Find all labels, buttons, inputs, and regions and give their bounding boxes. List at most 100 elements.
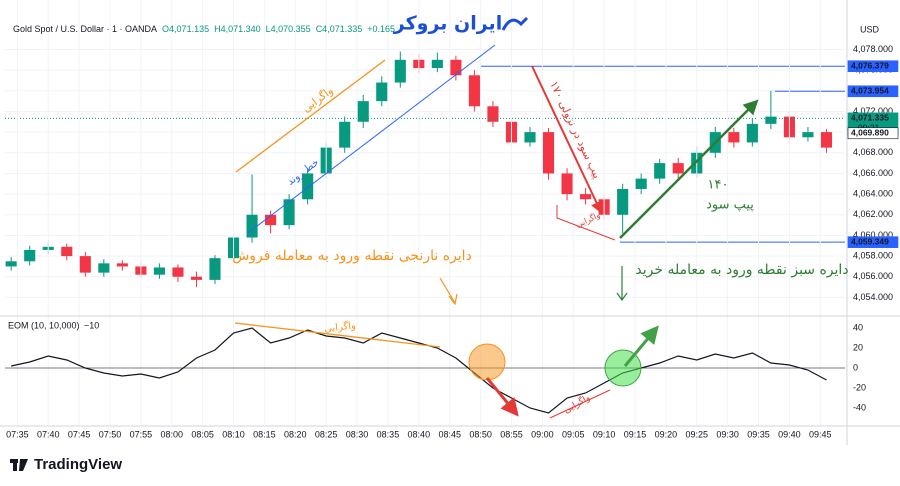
y-tick-label: 4,054.000 <box>853 292 893 302</box>
annotation: دایره سبز نقطه ورود به معامله خرید <box>635 262 848 278</box>
watermark: ایران بروکر <box>393 13 502 35</box>
candle-body <box>468 75 480 107</box>
x-tick-label: 07:35 <box>6 429 29 439</box>
candle-body <box>79 256 91 273</box>
y-tick-label: -20 <box>853 382 866 392</box>
x-tick-label: 08:35 <box>377 429 400 439</box>
header-text: Gold Spot / U.S. Dollar · 1 · OANDA <box>13 24 157 34</box>
candle-body <box>542 132 555 174</box>
y-tick-label: 4,068.000 <box>853 147 893 157</box>
x-tick-label: 08:25 <box>315 429 338 439</box>
y-tick-label: 4,058.000 <box>853 250 893 260</box>
candle-body <box>635 178 647 189</box>
candle-body <box>431 59 443 69</box>
candle-body <box>61 246 73 257</box>
arrow <box>619 99 759 239</box>
indicator-title: EOM (10, 10,000) <box>8 320 80 330</box>
arrow <box>531 65 603 214</box>
candle-body <box>172 267 184 277</box>
annotation: دایره نارنجی نقطه ورود به معامله فروش <box>232 248 472 264</box>
candle-body <box>5 261 17 267</box>
x-tick-label: 09:00 <box>531 429 554 439</box>
price-label: 4,073.954 <box>851 86 889 96</box>
x-tick-label: 08:20 <box>284 429 307 439</box>
candle-body <box>283 199 295 226</box>
candle-body <box>302 173 314 200</box>
y-tick-label: 0 <box>853 362 858 372</box>
price-label-box <box>847 85 899 98</box>
candle-body <box>524 132 536 143</box>
x-tick-label: 08:30 <box>346 429 369 439</box>
candle-body <box>561 173 573 195</box>
candle-body <box>209 258 221 280</box>
arrow <box>485 377 519 417</box>
candle-body <box>654 163 666 179</box>
price-label-box <box>847 60 899 73</box>
x-tick-label: 07:40 <box>37 429 60 439</box>
y-tick-label: 4,060.000 <box>853 230 893 240</box>
price-label: 4,071.335 <box>851 113 889 123</box>
y-tick-label: 4,056.000 <box>853 271 893 281</box>
candle-body <box>265 214 277 226</box>
annotation: ۱۴۰ <box>708 178 729 193</box>
candle-body <box>98 263 110 273</box>
candle-body <box>672 163 684 174</box>
candle-body <box>376 82 388 102</box>
y-tick-label: 4,066.000 <box>853 168 893 178</box>
candle-body <box>580 194 592 200</box>
header-text: C4,071.335 <box>316 24 363 34</box>
x-tick-label: 09:15 <box>624 429 647 439</box>
candle-body <box>357 101 369 122</box>
y-tick-label: -40 <box>853 402 866 412</box>
x-tick-label: 08:40 <box>408 429 431 439</box>
price-label-box <box>847 127 899 140</box>
divergence-line <box>556 205 616 241</box>
x-tick-label: 08:10 <box>222 429 245 439</box>
indicator-subtitle: −10 <box>84 320 99 330</box>
candle-body <box>487 106 499 122</box>
y-tick-label: 40 <box>853 322 863 332</box>
x-tick-label: 08:05 <box>191 429 214 439</box>
header-text: +0.165 <box>367 24 395 34</box>
candle-body <box>153 267 165 275</box>
x-tick-label: 08:15 <box>253 429 276 439</box>
x-tick-label: 09:40 <box>778 429 801 439</box>
x-tick-label: 07:55 <box>130 429 153 439</box>
trend-line <box>235 59 386 173</box>
annotation: پیپ سود <box>706 198 754 213</box>
price-label: 4,059.349 <box>851 236 889 246</box>
candle-body <box>617 188 629 215</box>
candle-body <box>820 132 833 148</box>
y-tick-label: 4,072.000 <box>853 106 893 116</box>
y-tick-label: 4,078.000 <box>853 44 893 54</box>
currency: USD <box>860 24 880 34</box>
x-tick-label: 09:30 <box>716 429 739 439</box>
arrowhead <box>448 293 458 306</box>
candle-body <box>450 59 462 76</box>
divergence-line <box>549 389 611 419</box>
candle-body <box>339 121 351 148</box>
candle-body <box>802 132 814 138</box>
candle-body <box>116 263 128 267</box>
y-tick-label: 20 <box>853 342 863 352</box>
arrow <box>623 325 659 367</box>
candle-body <box>765 116 777 124</box>
indicator-line <box>11 327 827 414</box>
y-tick-label: 4,062.000 <box>853 209 893 219</box>
sell-circle <box>468 343 506 381</box>
candle-body <box>746 123 758 143</box>
x-tick-label: 09:25 <box>685 429 708 439</box>
header-text: H4,071.340 <box>214 24 261 34</box>
x-tick-label: 09:10 <box>593 429 616 439</box>
price-label: 4,069.890 <box>851 128 889 138</box>
x-tick-label: 09:35 <box>747 429 770 439</box>
x-tick-label: 07:50 <box>99 429 122 439</box>
candle-body <box>246 214 258 238</box>
brand-logo <box>10 459 28 471</box>
x-tick-label: 08:50 <box>469 429 492 439</box>
header-text: O4,071.135 <box>162 24 209 34</box>
price-label-box <box>847 236 899 248</box>
brand: TradingView <box>34 456 122 473</box>
